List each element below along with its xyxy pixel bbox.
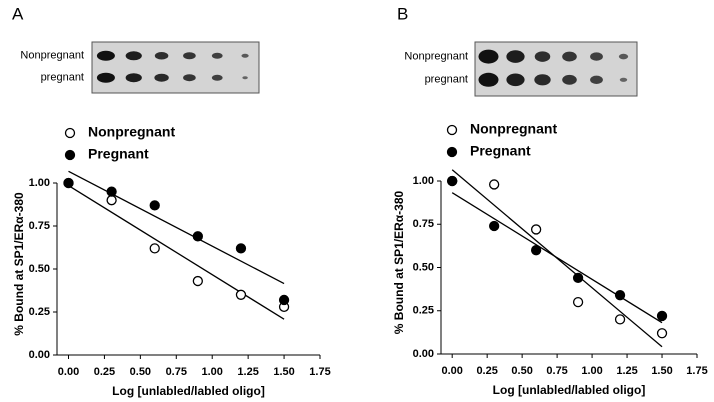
blot-band	[478, 49, 499, 64]
x-tick-label: 1.50	[651, 365, 672, 377]
blot-band	[154, 52, 169, 60]
y-tick-label: 1.00	[413, 175, 434, 187]
data-point	[572, 296, 584, 308]
legend-marker	[64, 149, 76, 161]
blot-band	[125, 51, 142, 61]
data-point	[235, 243, 247, 254]
legend-label: Pregnant	[88, 146, 149, 162]
blot-band	[242, 76, 248, 80]
blot-band	[183, 74, 196, 82]
blot-band	[534, 51, 551, 62]
data-point	[447, 175, 458, 187]
regression-line	[68, 170, 285, 285]
x-tick-label: 0.25	[94, 366, 115, 378]
x-tick-label: 0.00	[441, 365, 462, 377]
y-tick-label: 0.75	[29, 220, 50, 232]
data-point	[192, 231, 203, 242]
regression-line	[451, 192, 663, 324]
data-point	[235, 289, 247, 300]
data-point	[106, 195, 117, 206]
x-tick-label: 1.00	[581, 365, 602, 377]
y-tick-label: 0.00	[413, 348, 434, 360]
y-tick-label: 0.25	[413, 305, 434, 317]
blot-band	[183, 52, 196, 60]
legend-marker	[446, 124, 458, 136]
x-tick-label: 1.25	[616, 365, 637, 377]
legend-label: Nonpregnant	[88, 124, 175, 140]
blot-band	[534, 74, 551, 86]
data-point	[489, 179, 500, 190]
blot-image	[474, 41, 638, 97]
y-axis-label: % Bound at SP1/ERα-380	[392, 190, 406, 334]
data-point	[530, 224, 542, 235]
x-tick-label: 0.50	[130, 366, 151, 378]
blot-band	[211, 52, 223, 59]
blot-band	[154, 73, 169, 82]
data-point	[572, 272, 584, 284]
data-point	[614, 314, 626, 325]
panel-label: B	[397, 4, 408, 23]
blot-band	[211, 74, 223, 81]
data-point	[278, 294, 290, 306]
blot-band	[506, 73, 525, 87]
blot-band	[590, 75, 603, 85]
legend-marker	[64, 127, 76, 139]
x-tick-label: 0.25	[476, 365, 497, 377]
blot-band	[562, 74, 577, 85]
blot-band	[241, 53, 249, 58]
x-axis-label: Log [unlabled/labled oligo]	[493, 383, 646, 397]
x-tick-label: 1.50	[273, 366, 294, 378]
blot-label: Nonpregnant	[20, 50, 84, 62]
y-tick-label: 0.50	[413, 261, 434, 273]
blot-label: pregnant	[41, 72, 84, 84]
data-point	[614, 290, 626, 301]
data-point	[192, 275, 203, 287]
x-tick-label: 0.50	[511, 365, 532, 377]
data-point	[149, 243, 160, 254]
blot-band	[478, 72, 499, 87]
y-tick-label: 0.50	[29, 263, 50, 275]
x-tick-label: 0.75	[546, 365, 567, 377]
data-point	[149, 200, 160, 211]
regression-line	[68, 184, 285, 320]
blot-label: pregnant	[425, 74, 468, 86]
x-tick-label: 0.00	[58, 366, 79, 378]
blot-band	[506, 50, 525, 63]
x-tick-label: 1.00	[202, 366, 223, 378]
data-point	[656, 328, 668, 339]
x-tick-label: 1.25	[237, 366, 258, 378]
blot-band	[590, 52, 603, 61]
data-point	[656, 310, 668, 322]
x-tick-label: 1.75	[686, 365, 707, 377]
x-tick-label: 1.75	[309, 366, 330, 378]
data-point	[530, 245, 542, 256]
panel-label: A	[12, 4, 24, 23]
blot-band	[619, 77, 628, 82]
legend-label: Pregnant	[470, 143, 531, 159]
blot-band	[618, 53, 629, 60]
y-tick-label: 0.25	[29, 306, 50, 318]
blot-band	[96, 50, 115, 61]
legend-label: Nonpregnant	[470, 121, 557, 137]
blot-band	[562, 51, 577, 62]
y-axis-label: % Bound at SP1/ERα-380	[12, 192, 26, 336]
blot-image	[91, 41, 260, 94]
y-tick-label: 0.75	[413, 218, 434, 230]
x-tick-label: 0.75	[166, 366, 187, 378]
data-point	[106, 186, 117, 197]
blot-band	[96, 72, 115, 83]
blot-band	[125, 73, 142, 83]
data-point	[489, 220, 500, 232]
y-tick-label: 1.00	[29, 177, 50, 189]
y-tick-label: 0.00	[29, 349, 50, 361]
blot-label: Nonpregnant	[404, 50, 468, 62]
legend-marker	[446, 146, 458, 158]
x-axis-label: Log [unlabled/labled oligo]	[112, 384, 265, 398]
data-point	[63, 177, 74, 189]
